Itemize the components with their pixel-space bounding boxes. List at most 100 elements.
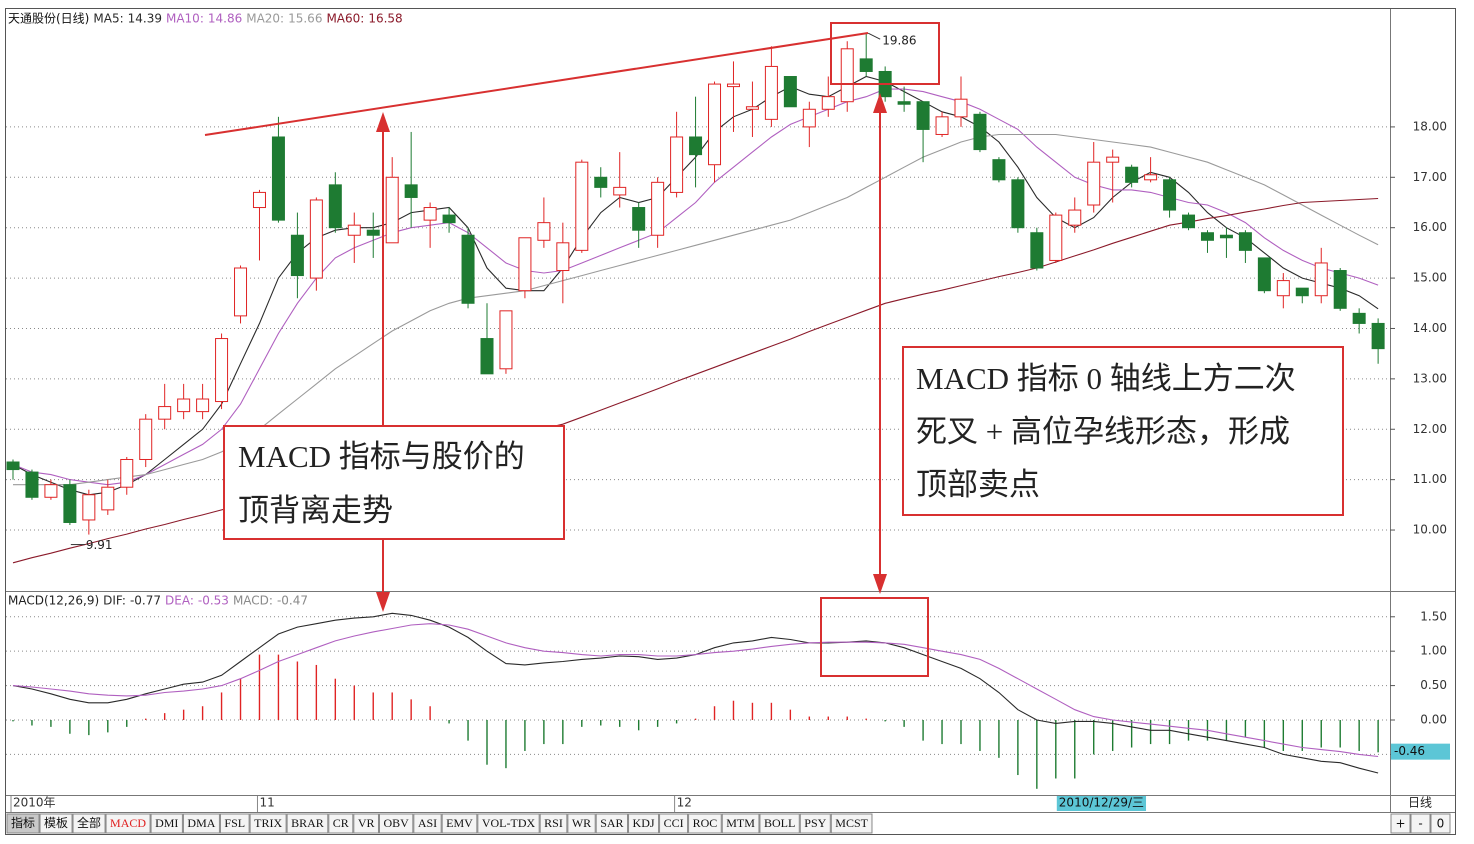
tab-bg (219, 813, 250, 834)
candle-body (954, 98, 968, 118)
tab-label: BOLL (764, 816, 795, 830)
tab[interactable]: MACD (105, 813, 151, 834)
tab[interactable]: PSY (799, 813, 831, 834)
candle-body (1200, 232, 1214, 241)
tab-bg (6, 813, 40, 834)
candle-body (1371, 322, 1385, 350)
highlight-box (820, 597, 929, 677)
tab[interactable]: DMI (150, 813, 183, 834)
extreme-label: 19.86 (882, 34, 916, 48)
legend-text: 14.39 (128, 12, 162, 26)
candle-body (916, 101, 930, 130)
tab-label: VR (358, 816, 375, 830)
tab-bg (759, 813, 800, 834)
tab[interactable]: SAR (595, 813, 629, 834)
tab-label: DMA (187, 816, 215, 830)
tab-bg (441, 813, 478, 834)
candle-body (1257, 257, 1271, 292)
tab[interactable]: 指标 (6, 813, 40, 834)
candle-body (1314, 262, 1328, 297)
candle-body (840, 48, 854, 103)
candle-body (670, 136, 684, 193)
x-tick-label: 11 (259, 796, 274, 810)
candle-body (385, 176, 399, 244)
tab[interactable]: VOL-TDX (477, 813, 540, 834)
tab-label: 全部 (77, 815, 101, 830)
period-label: 日线 (1408, 796, 1432, 810)
candle-body (1144, 174, 1158, 181)
y-tick-label: 16.00 (1413, 220, 1447, 234)
candle-body (25, 471, 39, 498)
extreme-label: 9.91 (86, 538, 113, 552)
candle-body (423, 207, 437, 221)
tab[interactable]: KDJ (628, 813, 660, 834)
tab-bg (595, 813, 629, 834)
cursor-value: -0.46 (1394, 744, 1425, 758)
tab[interactable]: 模板 (39, 813, 73, 834)
tab[interactable]: RSI (539, 813, 568, 834)
tab[interactable]: WR (567, 813, 596, 834)
trend-line (204, 32, 869, 136)
macd-line (12, 623, 1379, 758)
candle-body (63, 484, 77, 523)
candle-body (1087, 161, 1101, 206)
candle-body (196, 398, 210, 413)
candle-body (859, 58, 873, 72)
candle-body (442, 214, 456, 224)
tab[interactable]: 全部 (72, 813, 106, 834)
y-tick-label: 0.50 (1420, 678, 1447, 692)
y-tick-label: 13.00 (1413, 371, 1447, 385)
button-label: - (1418, 817, 1422, 831)
candle-body (594, 176, 608, 188)
tab-bg (413, 813, 442, 834)
candle-body (1049, 214, 1063, 261)
tab[interactable]: CR (328, 813, 354, 834)
y-tick-label: 14.00 (1413, 321, 1447, 335)
toolbar-button[interactable]: + (1390, 813, 1411, 834)
extreme-pointer (867, 32, 881, 40)
tab[interactable]: EMV (441, 813, 478, 834)
candle-body (935, 116, 949, 135)
tab[interactable]: OBV (378, 813, 414, 834)
annotation-box (223, 425, 565, 540)
toolbar-button[interactable]: - (1410, 813, 1431, 834)
tab[interactable]: MTM (721, 813, 760, 834)
tab-bg (799, 813, 831, 834)
arrow-head (376, 112, 390, 132)
tab[interactable]: DMA (182, 813, 220, 834)
tab-label: MACD (110, 816, 146, 830)
candle-body (101, 486, 115, 511)
legend-text: DEA: (165, 594, 194, 608)
tab[interactable]: ROC (688, 813, 722, 834)
tab-label: MTM (726, 816, 755, 830)
tab[interactable]: BRAR (286, 813, 329, 834)
tab-label: BRAR (291, 816, 324, 830)
candle-body (1238, 232, 1252, 251)
candle-body (1333, 270, 1347, 309)
candle-body (745, 106, 759, 110)
x-tick-label: 2010年 (13, 796, 56, 810)
tab[interactable]: VR (353, 813, 379, 834)
tab-bg (659, 813, 689, 834)
candle-body (1295, 287, 1309, 297)
cursor-date: 2010/12/29/三 (1059, 796, 1144, 810)
tab-bg (830, 813, 873, 834)
tab[interactable]: MCST (830, 813, 873, 834)
tab[interactable]: FSL (219, 813, 250, 834)
tab[interactable]: ASI (413, 813, 442, 834)
candle-body (518, 237, 532, 292)
tab-bg (182, 813, 220, 834)
legend-text: -0.47 (277, 594, 308, 608)
toolbar-button[interactable]: 0 (1430, 813, 1451, 834)
candle-body (821, 96, 835, 110)
tab-label: EMV (446, 816, 473, 830)
tab[interactable]: BOLL (759, 813, 800, 834)
candle-body (461, 234, 475, 304)
legend-text: MACD(12,26,9) (8, 594, 99, 608)
tab-bg (249, 813, 287, 834)
annotation-text: 死叉 + 高位孕线形态，形成 (916, 414, 1290, 449)
tab[interactable]: CCI (659, 813, 689, 834)
tab[interactable]: TRIX (249, 813, 287, 834)
tab-bg (721, 813, 760, 834)
